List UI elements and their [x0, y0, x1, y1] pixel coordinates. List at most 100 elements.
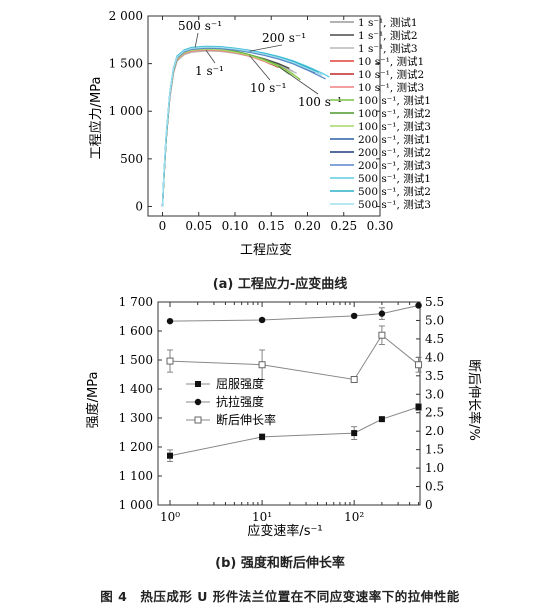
a-series-line	[161, 47, 326, 207]
a-legend-label: 10 s⁻¹, 测试2	[358, 68, 424, 81]
stress-strain-chart: 0 0.05 0.10 0.15 0.20 0.25 0.30 0 500 1 000 1 500 2…	[88, 9, 431, 258]
b-point-yield	[351, 430, 358, 437]
a-legend-label: 500 s⁻¹, 测试2	[358, 185, 431, 198]
a-annotation-label: 500 s⁻¹	[178, 19, 222, 33]
a-x-tick-label: 0.20	[294, 219, 321, 233]
b-point-elongation	[166, 357, 174, 365]
a-legend-label: 1 s⁻¹, 测试2	[358, 29, 418, 42]
a-y-tick-label: 1 000	[109, 104, 143, 118]
b-right-y-tick-label: 1.5	[425, 443, 444, 457]
a-series-lines	[161, 45, 330, 207]
panel-a-caption: (a) 工程应力-应变曲线	[212, 277, 348, 292]
a-annotation-leader	[249, 44, 283, 52]
a-legend-label: 500 s⁻¹, 测试3	[358, 198, 431, 211]
b-legend-label: 断后伸长率	[216, 412, 276, 427]
a-legend-label: 200 s⁻¹, 测试1	[358, 133, 431, 146]
b-left-y-tick-label: 1 100	[119, 469, 153, 483]
a-annotation-leader	[249, 55, 271, 81]
a-annotation-label: 100 s⁻¹	[298, 95, 342, 109]
a-legend-label: 100 s⁻¹, 测试3	[358, 120, 431, 133]
a-x-tick-label: 0.10	[222, 219, 249, 233]
a-annotations: 500 s⁻¹ 200 s⁻¹ 1 s⁻¹ 10 s⁻¹ 100 s⁻¹	[178, 19, 342, 109]
a-x-tick-label: 0.25	[330, 219, 357, 233]
b-legend-label: 抗拉强度	[216, 394, 264, 409]
b-point-yield	[259, 433, 266, 440]
b-point-tensile	[350, 312, 358, 320]
b-point-elongation	[415, 361, 423, 369]
figure-caption: 图 4 热压成形 U 形件法兰位置在不同应变速率下的拉伸性能	[100, 589, 460, 604]
b-axes: 10⁰ 10¹ 10² 1 000 1 100 1 200 1 300 1 400 1 500 1…	[119, 295, 444, 524]
strength-elongation-chart: 10⁰ 10¹ 10² 1 000 1 100 1 200 1 300 1 400 1 500 1…	[85, 295, 482, 539]
b-left-y-axis-label: 强度/MPa	[85, 372, 101, 429]
b-series-line	[169, 406, 419, 457]
a-series-line	[161, 48, 297, 207]
b-left-y-tick-label: 1 300	[119, 411, 153, 425]
a-legend-label: 1 s⁻¹, 测试1	[358, 16, 418, 29]
b-x-tick-label: 10¹	[252, 510, 272, 524]
a-legend-label: 1 s⁻¹, 测试3	[358, 42, 418, 55]
panel-b-caption: (b) 强度和断后伸长率	[215, 556, 345, 571]
a-legend-label: 100 s⁻¹, 测试2	[358, 107, 431, 120]
b-legend-marker	[194, 398, 202, 406]
a-series-line	[161, 49, 294, 207]
b-legend-label: 屈服强度	[216, 376, 264, 391]
b-right-y-tick-label: 4.5	[425, 332, 444, 346]
a-axes: 0 0.05 0.10 0.15 0.20 0.25 0.30 0 500 1 000 1 500 2…	[109, 9, 394, 233]
b-right-y-tick-label: 0	[425, 498, 433, 512]
b-x-tick-label: 10²	[344, 510, 364, 524]
b-point-elongation	[378, 331, 386, 339]
a-series-line	[161, 46, 319, 207]
a-annotation-leader	[205, 50, 216, 64]
a-series-line	[161, 50, 297, 207]
b-right-y-tick-label: 3.5	[425, 369, 444, 383]
a-x-tick-label: 0.30	[367, 219, 394, 233]
a-series-line	[161, 48, 290, 207]
b-right-y-axis-label: 断后伸长率/%	[466, 359, 482, 441]
a-legend-label: 500 s⁻¹, 测试1	[358, 172, 431, 185]
b-legend-marker	[195, 381, 201, 387]
a-x-tick-label: 0.05	[185, 219, 212, 233]
b-x-axis-label: 应变速率/s⁻¹	[247, 523, 322, 539]
b-point-yield	[378, 416, 385, 423]
b-legend-marker	[194, 416, 202, 424]
b-right-y-tick-label: 5.0	[425, 313, 444, 327]
b-right-y-tick-label: 2.5	[425, 406, 444, 420]
a-series-line	[161, 46, 323, 207]
a-y-tick-label: 500	[120, 152, 143, 166]
a-legend-label: 200 s⁻¹, 测试3	[358, 159, 431, 172]
b-right-y-tick-label: 1.0	[425, 461, 444, 475]
b-left-y-tick-label: 1 700	[119, 295, 153, 309]
b-right-y-tick-label: 2.0	[425, 424, 444, 438]
a-series-line	[161, 47, 301, 207]
a-annotation-leader	[278, 66, 319, 95]
a-annotation-label: 1 s⁻¹	[195, 64, 224, 78]
b-point-yield	[167, 452, 173, 459]
b-left-y-tick-label: 1 400	[119, 382, 153, 396]
a-legend-label: 10 s⁻¹, 测试3	[358, 81, 424, 94]
a-series-line	[161, 47, 290, 207]
b-point-tensile	[258, 316, 266, 324]
b-series-line	[169, 334, 419, 381]
b-point-yield	[415, 403, 422, 410]
b-right-y-tick-label: 4.0	[425, 350, 444, 364]
b-right-y-tick-label: 0.5	[425, 480, 444, 494]
b-left-y-tick-label: 1 500	[119, 353, 153, 367]
b-left-y-tick-label: 1 200	[119, 440, 153, 454]
a-legend-label: 10 s⁻¹, 测试1	[358, 55, 424, 68]
a-legend-label: 200 s⁻¹, 测试2	[358, 146, 431, 159]
a-annotation-leader	[194, 32, 199, 48]
b-point-tensile	[415, 302, 422, 309]
b-right-y-tick-label: 5.5	[425, 295, 444, 309]
b-x-tick-label: 10⁰	[160, 510, 180, 524]
a-legend-label: 100 s⁻¹, 测试1	[358, 94, 431, 107]
b-point-elongation	[258, 361, 266, 369]
b-left-y-tick-label: 1 000	[119, 498, 153, 512]
a-series-line	[161, 46, 323, 207]
a-annotation-label: 10 s⁻¹	[250, 81, 286, 95]
b-point-elongation	[350, 376, 358, 384]
a-y-tick-label: 2 000	[109, 9, 143, 23]
a-x-tick-label: 0.15	[258, 219, 285, 233]
b-point-tensile	[166, 317, 174, 325]
